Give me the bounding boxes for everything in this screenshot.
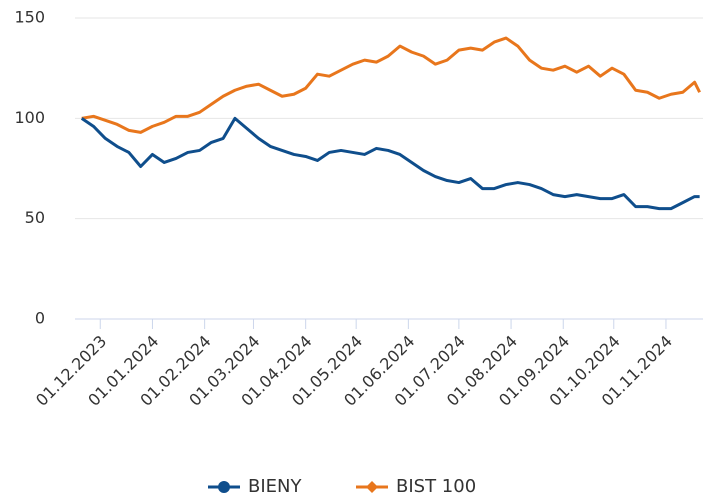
legend-marker (218, 481, 230, 493)
y-tick-label: 150 (14, 8, 45, 27)
legend-label: BIST 100 (396, 476, 476, 497)
y-tick-label: 0 (35, 309, 45, 328)
series-line (80, 116, 700, 211)
legend-label: BIENY (248, 476, 302, 497)
y-tick-label: 100 (14, 108, 45, 127)
y-tick-label: 50 (25, 208, 45, 227)
series-line (81, 36, 701, 134)
legend-marker (366, 481, 378, 493)
